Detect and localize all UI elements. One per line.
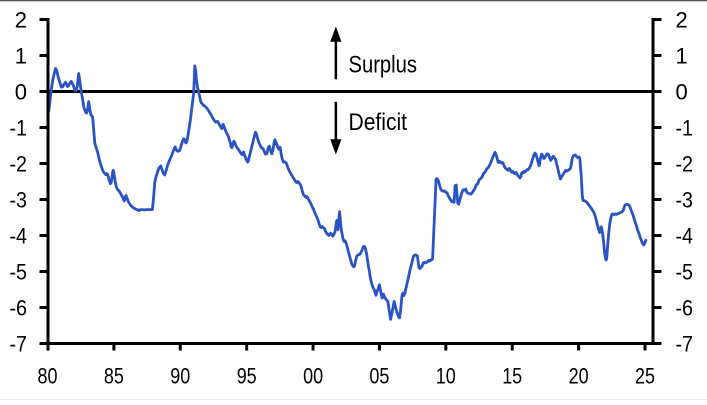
svg-text:Deficit: Deficit	[349, 109, 408, 136]
svg-text:-2: -2	[10, 152, 28, 177]
svg-text:-3: -3	[10, 188, 28, 213]
svg-text:05: 05	[369, 364, 389, 389]
svg-text:2: 2	[15, 8, 27, 33]
svg-text:15: 15	[502, 364, 522, 389]
svg-text:0: 0	[15, 80, 27, 105]
svg-text:1: 1	[15, 44, 27, 69]
svg-text:-2: -2	[676, 152, 694, 177]
svg-text:00: 00	[303, 364, 323, 389]
svg-text:-1: -1	[676, 116, 694, 141]
svg-text:Surplus: Surplus	[349, 52, 418, 79]
svg-text:2: 2	[676, 8, 688, 33]
svg-text:-7: -7	[676, 332, 694, 357]
svg-text:-6: -6	[676, 296, 694, 321]
svg-text:-5: -5	[10, 260, 28, 285]
svg-text:1: 1	[676, 44, 688, 69]
svg-text:0: 0	[676, 80, 688, 105]
svg-text:-7: -7	[10, 332, 28, 357]
svg-text:95: 95	[237, 364, 257, 389]
svg-text:-4: -4	[676, 224, 694, 249]
svg-text:-6: -6	[10, 296, 28, 321]
svg-text:-3: -3	[676, 188, 694, 213]
svg-text:80: 80	[38, 364, 58, 389]
svg-text:-1: -1	[10, 116, 28, 141]
svg-text:25: 25	[635, 364, 655, 389]
svg-text:85: 85	[104, 364, 124, 389]
svg-text:-5: -5	[676, 260, 694, 285]
svg-text:20: 20	[569, 364, 589, 389]
svg-text:10: 10	[436, 364, 456, 389]
svg-text:-4: -4	[10, 224, 28, 249]
svg-text:90: 90	[170, 364, 190, 389]
